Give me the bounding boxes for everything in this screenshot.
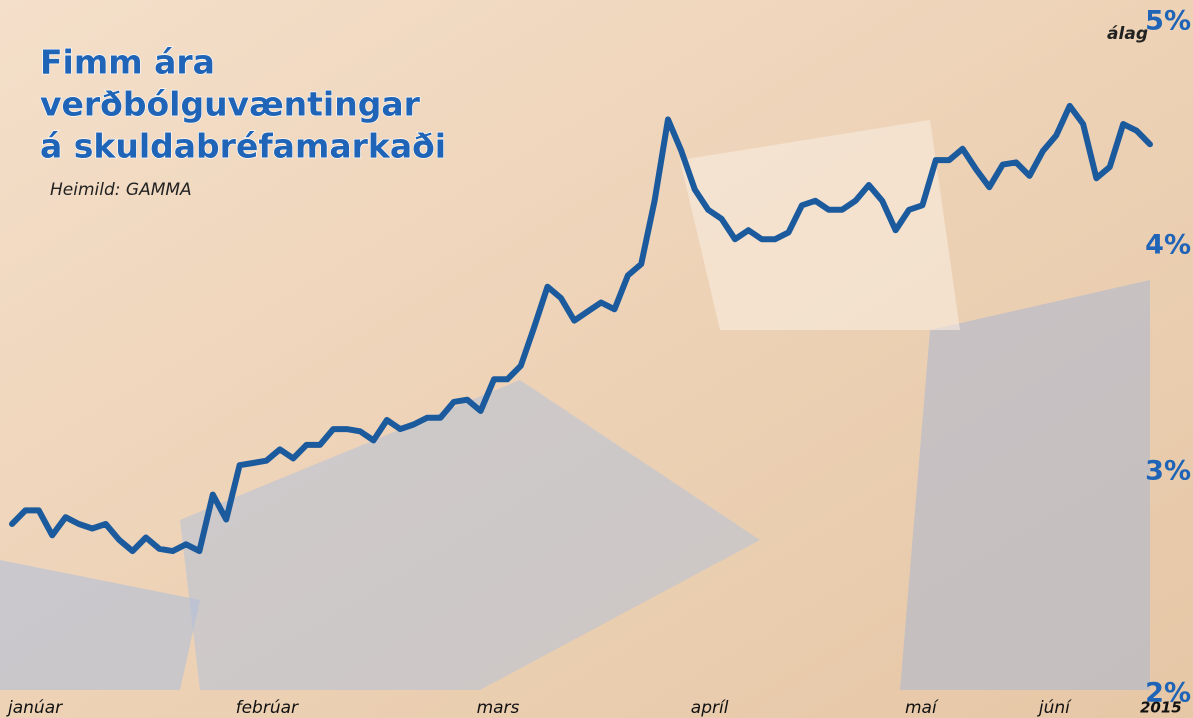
chart-title: verðbólguvæntingar	[40, 85, 421, 124]
x-tick-label: mars	[477, 698, 520, 718]
chart-title: á skuldabréfamarkaði	[40, 127, 446, 166]
year-label: 2015	[1140, 699, 1182, 717]
x-tick-label: apríl	[691, 698, 729, 718]
x-tick-label: júní	[1037, 698, 1072, 718]
banknote	[0, 560, 200, 690]
y-axis-label: álag	[1107, 24, 1148, 44]
banknote	[180, 380, 760, 690]
line	[9, 102, 1153, 555]
x-tick-label: febrúar	[236, 698, 299, 718]
banknote	[680, 120, 960, 330]
x-tick-label: maí	[905, 698, 939, 718]
y-tick-label: 3%	[1145, 456, 1191, 487]
banknote	[900, 280, 1150, 690]
chart-subtitle: Heimild: GAMMA	[50, 180, 192, 200]
y-tick-label: 5%	[1145, 6, 1191, 37]
y-tick-label: 2%	[1145, 678, 1191, 709]
x-tick-label: janúar	[6, 698, 63, 718]
y-tick-label: 4%	[1145, 230, 1191, 261]
chart-title: Fimm ára	[40, 43, 215, 82]
